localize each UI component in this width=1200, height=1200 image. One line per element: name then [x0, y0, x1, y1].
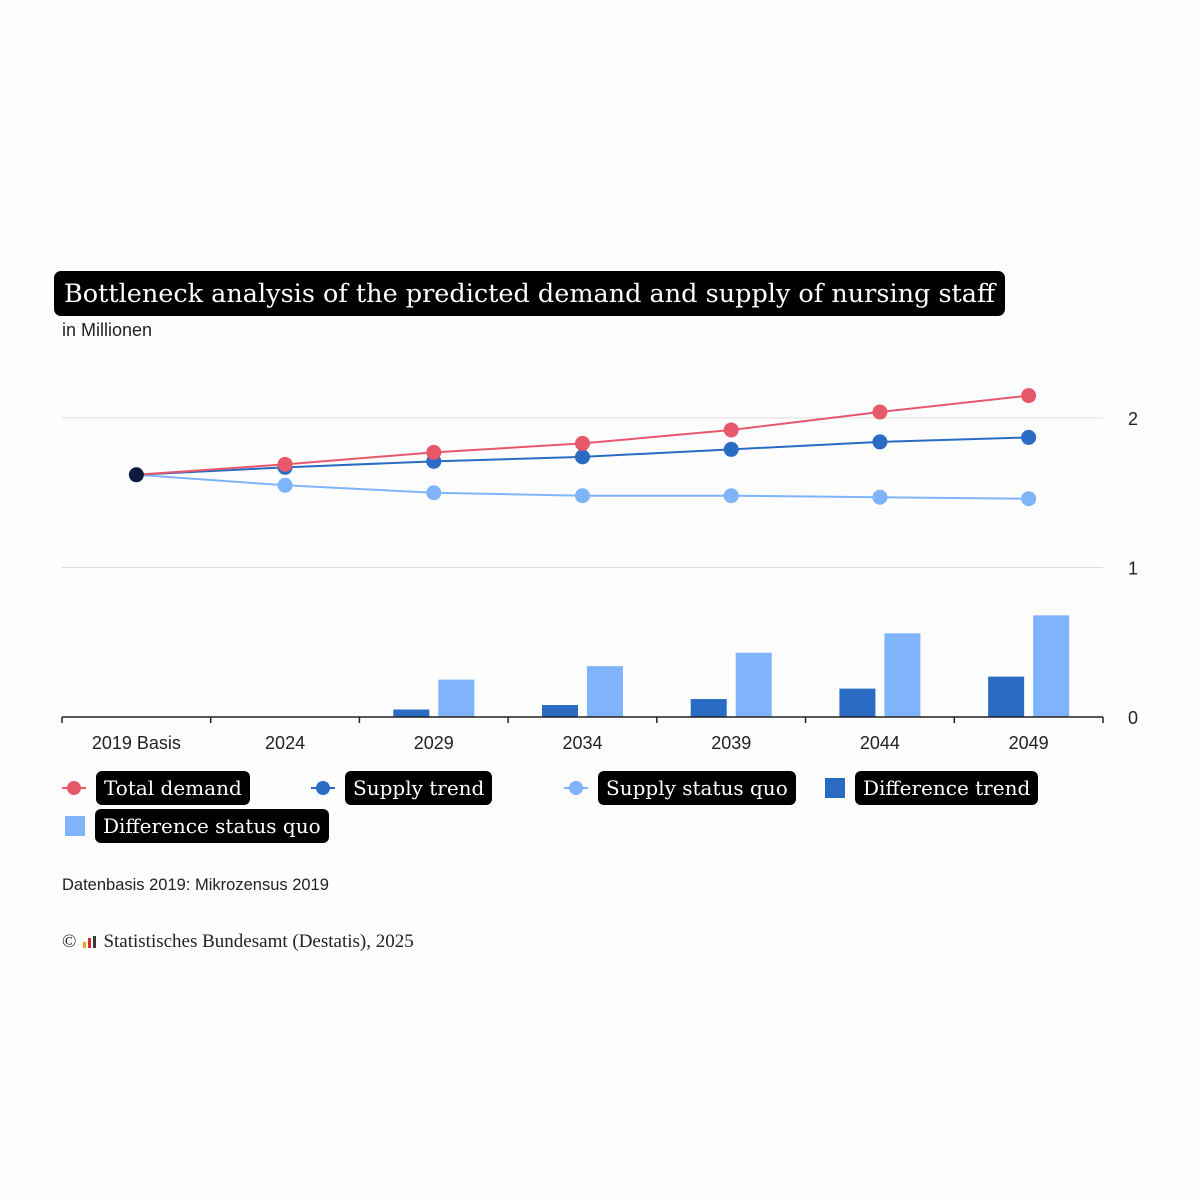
- data-point: [426, 485, 442, 501]
- x-tick-label: 2019 Basis: [92, 733, 181, 753]
- data-point: [277, 456, 293, 472]
- legend-dot: [316, 781, 330, 795]
- y-tick-label: 2: [1128, 409, 1138, 429]
- y-tick-label: 0: [1128, 708, 1138, 728]
- logo-bar: [88, 938, 92, 948]
- bar: [438, 679, 475, 717]
- legend-marker-square-icon: [825, 778, 845, 798]
- bar: [735, 652, 772, 717]
- bar: [393, 709, 430, 717]
- chart-subtitle: in Millionen: [62, 320, 153, 340]
- legend-item-total-demand[interactable]: Total demand: [62, 771, 250, 805]
- legend-dot: [67, 781, 81, 795]
- logo-bar: [93, 936, 97, 948]
- data-point: [1021, 429, 1037, 445]
- legend-label: Difference trend: [855, 771, 1039, 805]
- bar: [839, 688, 876, 717]
- data-point: [575, 449, 590, 465]
- bar: [690, 699, 727, 717]
- legend-marker-square-icon: [65, 816, 85, 836]
- y-tick-label: 1: [1128, 559, 1138, 579]
- data-point: [872, 404, 888, 420]
- legend-label: Supply trend: [345, 771, 493, 805]
- x-tick-label: 2049: [1009, 733, 1049, 753]
- legend-item-difference-trend[interactable]: Difference trend: [825, 771, 1039, 805]
- bar: [988, 676, 1025, 717]
- data-point: [872, 489, 888, 505]
- legend-marker-line-icon: [311, 778, 335, 798]
- data-point: [872, 434, 888, 450]
- x-tick-label: 2039: [711, 733, 751, 753]
- data-point: [575, 435, 590, 451]
- legend-item-difference-status-quo[interactable]: Difference status quo: [65, 809, 329, 843]
- copyright-text: Statistisches Bundesamt (Destatis), 2025: [103, 931, 414, 952]
- x-tick-label: 2044: [860, 733, 900, 753]
- logo-bar: [83, 942, 87, 948]
- legend-item-supply-trend[interactable]: Supply trend: [311, 771, 493, 805]
- copyright-line: © Statistisches Bundesamt (Destatis), 20…: [62, 931, 414, 953]
- copyright-symbol: ©: [62, 931, 77, 952]
- base-data-point: [128, 467, 144, 483]
- data-point: [575, 488, 590, 504]
- legend-label: Difference status quo: [95, 809, 329, 843]
- legend-dot: [569, 781, 583, 795]
- x-tick-label: 2034: [562, 733, 602, 753]
- data-point: [723, 488, 739, 504]
- legend-item-supply-status-quo[interactable]: Supply status quo: [564, 771, 796, 805]
- legend-marker-line-icon: [62, 778, 86, 798]
- data-point: [1021, 388, 1037, 404]
- bar: [884, 633, 921, 717]
- bar: [587, 666, 623, 717]
- data-point: [277, 477, 293, 493]
- bar: [542, 705, 578, 717]
- data-point: [426, 444, 442, 460]
- legend-marker-line-icon: [564, 778, 588, 798]
- destatis-logo-icon: [83, 936, 97, 948]
- chart-title: Bottleneck analysis of the predicted dem…: [54, 271, 1006, 316]
- legend-label: Total demand: [96, 771, 250, 805]
- data-point: [723, 422, 739, 438]
- x-tick-label: 2024: [265, 733, 305, 753]
- data-source-note: Datenbasis 2019: Mikrozensus 2019: [62, 876, 329, 894]
- data-point: [723, 441, 739, 457]
- data-point: [1021, 491, 1037, 507]
- x-tick-label: 2029: [414, 733, 454, 753]
- bar: [1033, 615, 1070, 717]
- legend-label: Supply status quo: [598, 771, 796, 805]
